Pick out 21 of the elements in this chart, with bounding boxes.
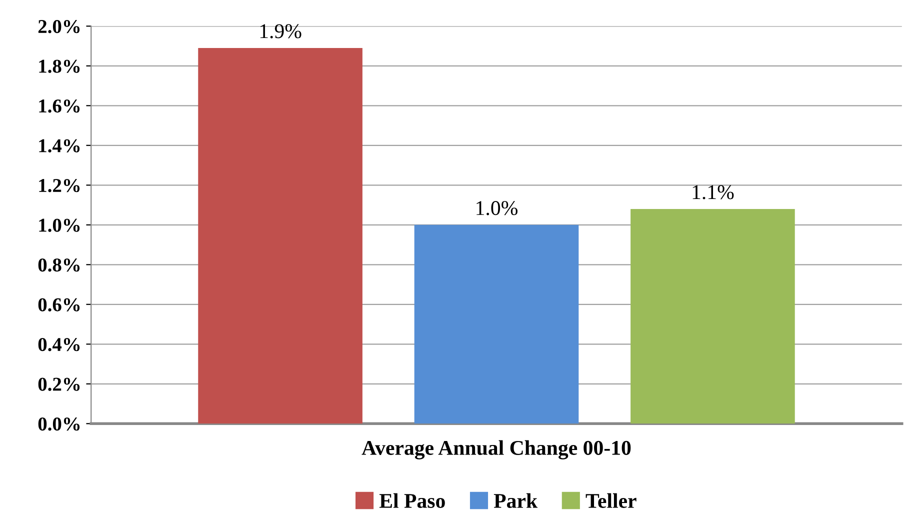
bar: [630, 208, 795, 424]
y-tick-label: 1.4%: [39, 139, 80, 152]
y-tick-label: 1.8%: [39, 60, 80, 73]
legend-label: Teller: [586, 493, 636, 508]
y-tick-label: 0.2%: [38, 378, 80, 391]
y-tick-label: 0.6%: [38, 298, 80, 312]
y-tick-label: 0.0%: [38, 417, 80, 431]
bar: [414, 224, 579, 424]
y-tick-label: 1.2%: [39, 178, 80, 192]
x-tick-label: Average Annual Change 00-10: [362, 440, 631, 460]
y-tick-label: 0.8%: [38, 258, 80, 272]
data-label: 1.1%: [692, 185, 734, 200]
y-tick-label: 1.6%: [39, 99, 80, 113]
y-tick-label: 0.4%: [38, 338, 80, 352]
data-label: 1.9%: [260, 24, 302, 38]
y-tick-label: 1.0%: [39, 218, 80, 232]
bar: [198, 48, 362, 424]
legend-label: Park: [494, 493, 538, 508]
data-label: 1.0%: [476, 201, 518, 216]
legend-label: El Paso: [379, 493, 445, 508]
y-tick-label: 2.0%: [38, 20, 80, 34]
